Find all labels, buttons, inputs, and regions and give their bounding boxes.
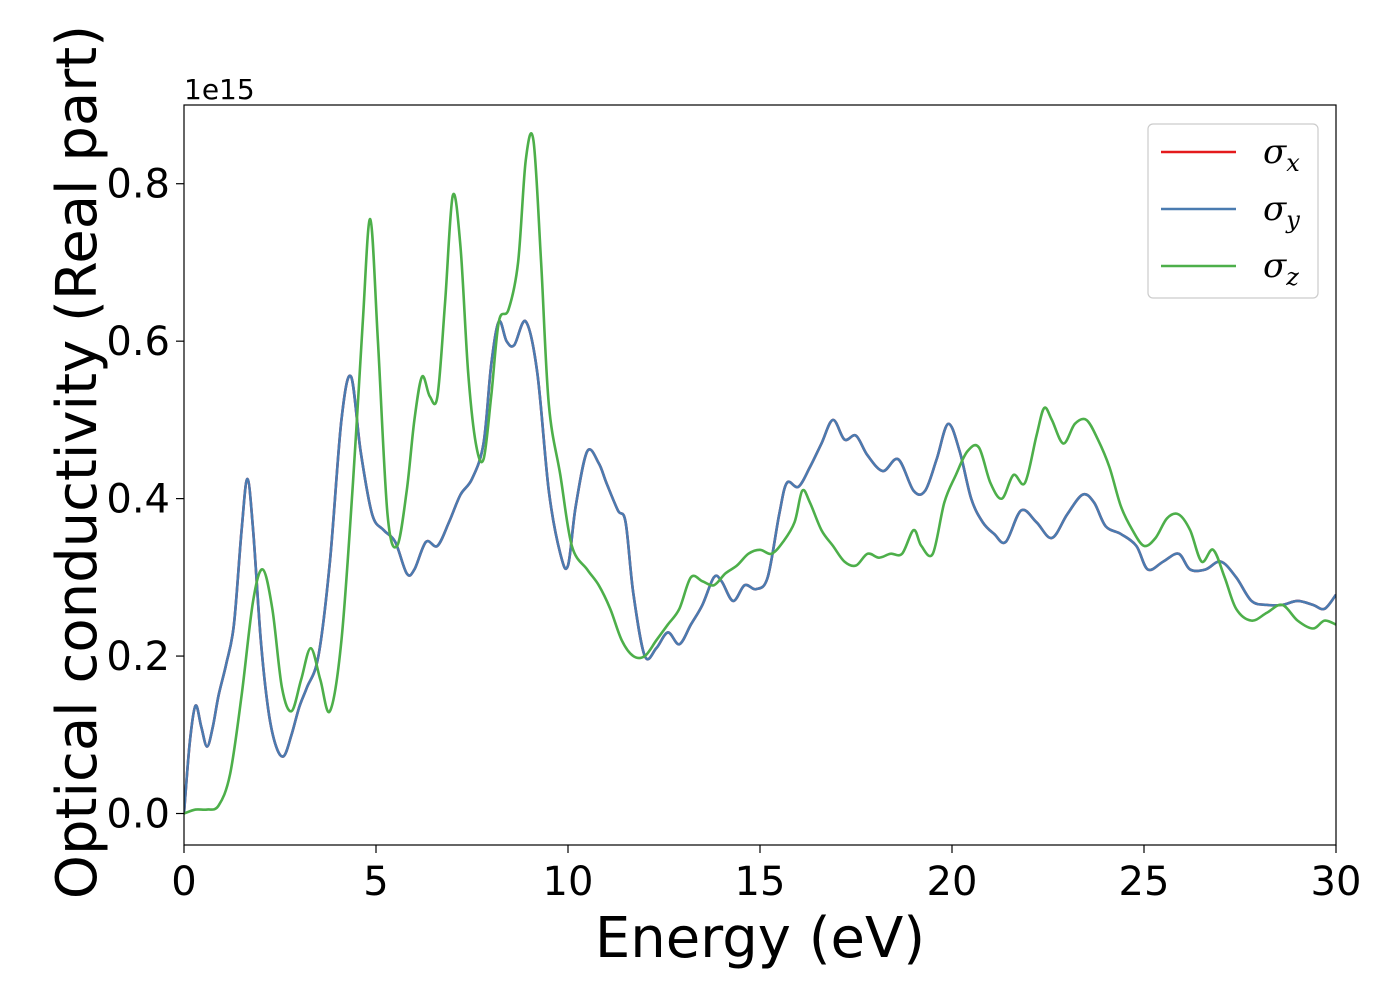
legend-label-z: σz [1263, 246, 1299, 291]
x-tick-label: 30 [1311, 859, 1362, 905]
legend: σx σy σz [1147, 123, 1319, 299]
y-tick-label: 0.4 [106, 477, 170, 523]
y-axis: 0.0 0.2 0.4 0.6 0.8 [106, 162, 184, 838]
series-line-y [184, 319, 1336, 814]
x-axis: 0 5 10 15 20 25 30 [171, 845, 1361, 905]
series-line-z [184, 132, 1336, 815]
x-tick-label: 5 [363, 859, 388, 905]
y-tick-label: 0.0 [106, 792, 170, 838]
x-tick-label: 25 [1119, 859, 1170, 905]
series-layer [184, 132, 1336, 815]
y-tick-label: 0.8 [106, 162, 170, 208]
x-tick-label: 20 [927, 859, 978, 905]
y-tick-label: 0.2 [106, 634, 170, 680]
y-offset-text: 1e15 [184, 73, 255, 106]
x-axis-title: Energy (eV) [595, 906, 925, 971]
x-tick-label: 0 [171, 859, 196, 905]
x-tick-label: 10 [543, 859, 594, 905]
y-tick-label: 0.6 [106, 319, 170, 365]
y-axis-title: Optical conductivity (Real part) [45, 25, 110, 899]
legend-box [1147, 123, 1319, 299]
legend-label-y: σy [1263, 189, 1300, 234]
legend-label-x: σx [1263, 132, 1300, 177]
x-tick-label: 15 [735, 859, 786, 905]
